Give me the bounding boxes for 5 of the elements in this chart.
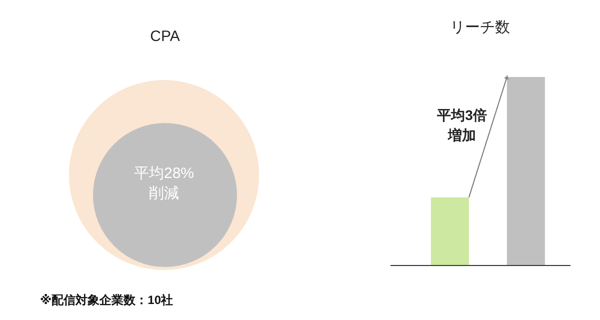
text: ※配信対象企業数：10社 — [40, 292, 174, 309]
chart-title: リーチ数 — [450, 18, 510, 36]
annotation: 平均3倍増加 — [436, 107, 487, 143]
text: CPA — [149, 28, 181, 45]
text: 平均28%削減 — [132, 164, 196, 204]
